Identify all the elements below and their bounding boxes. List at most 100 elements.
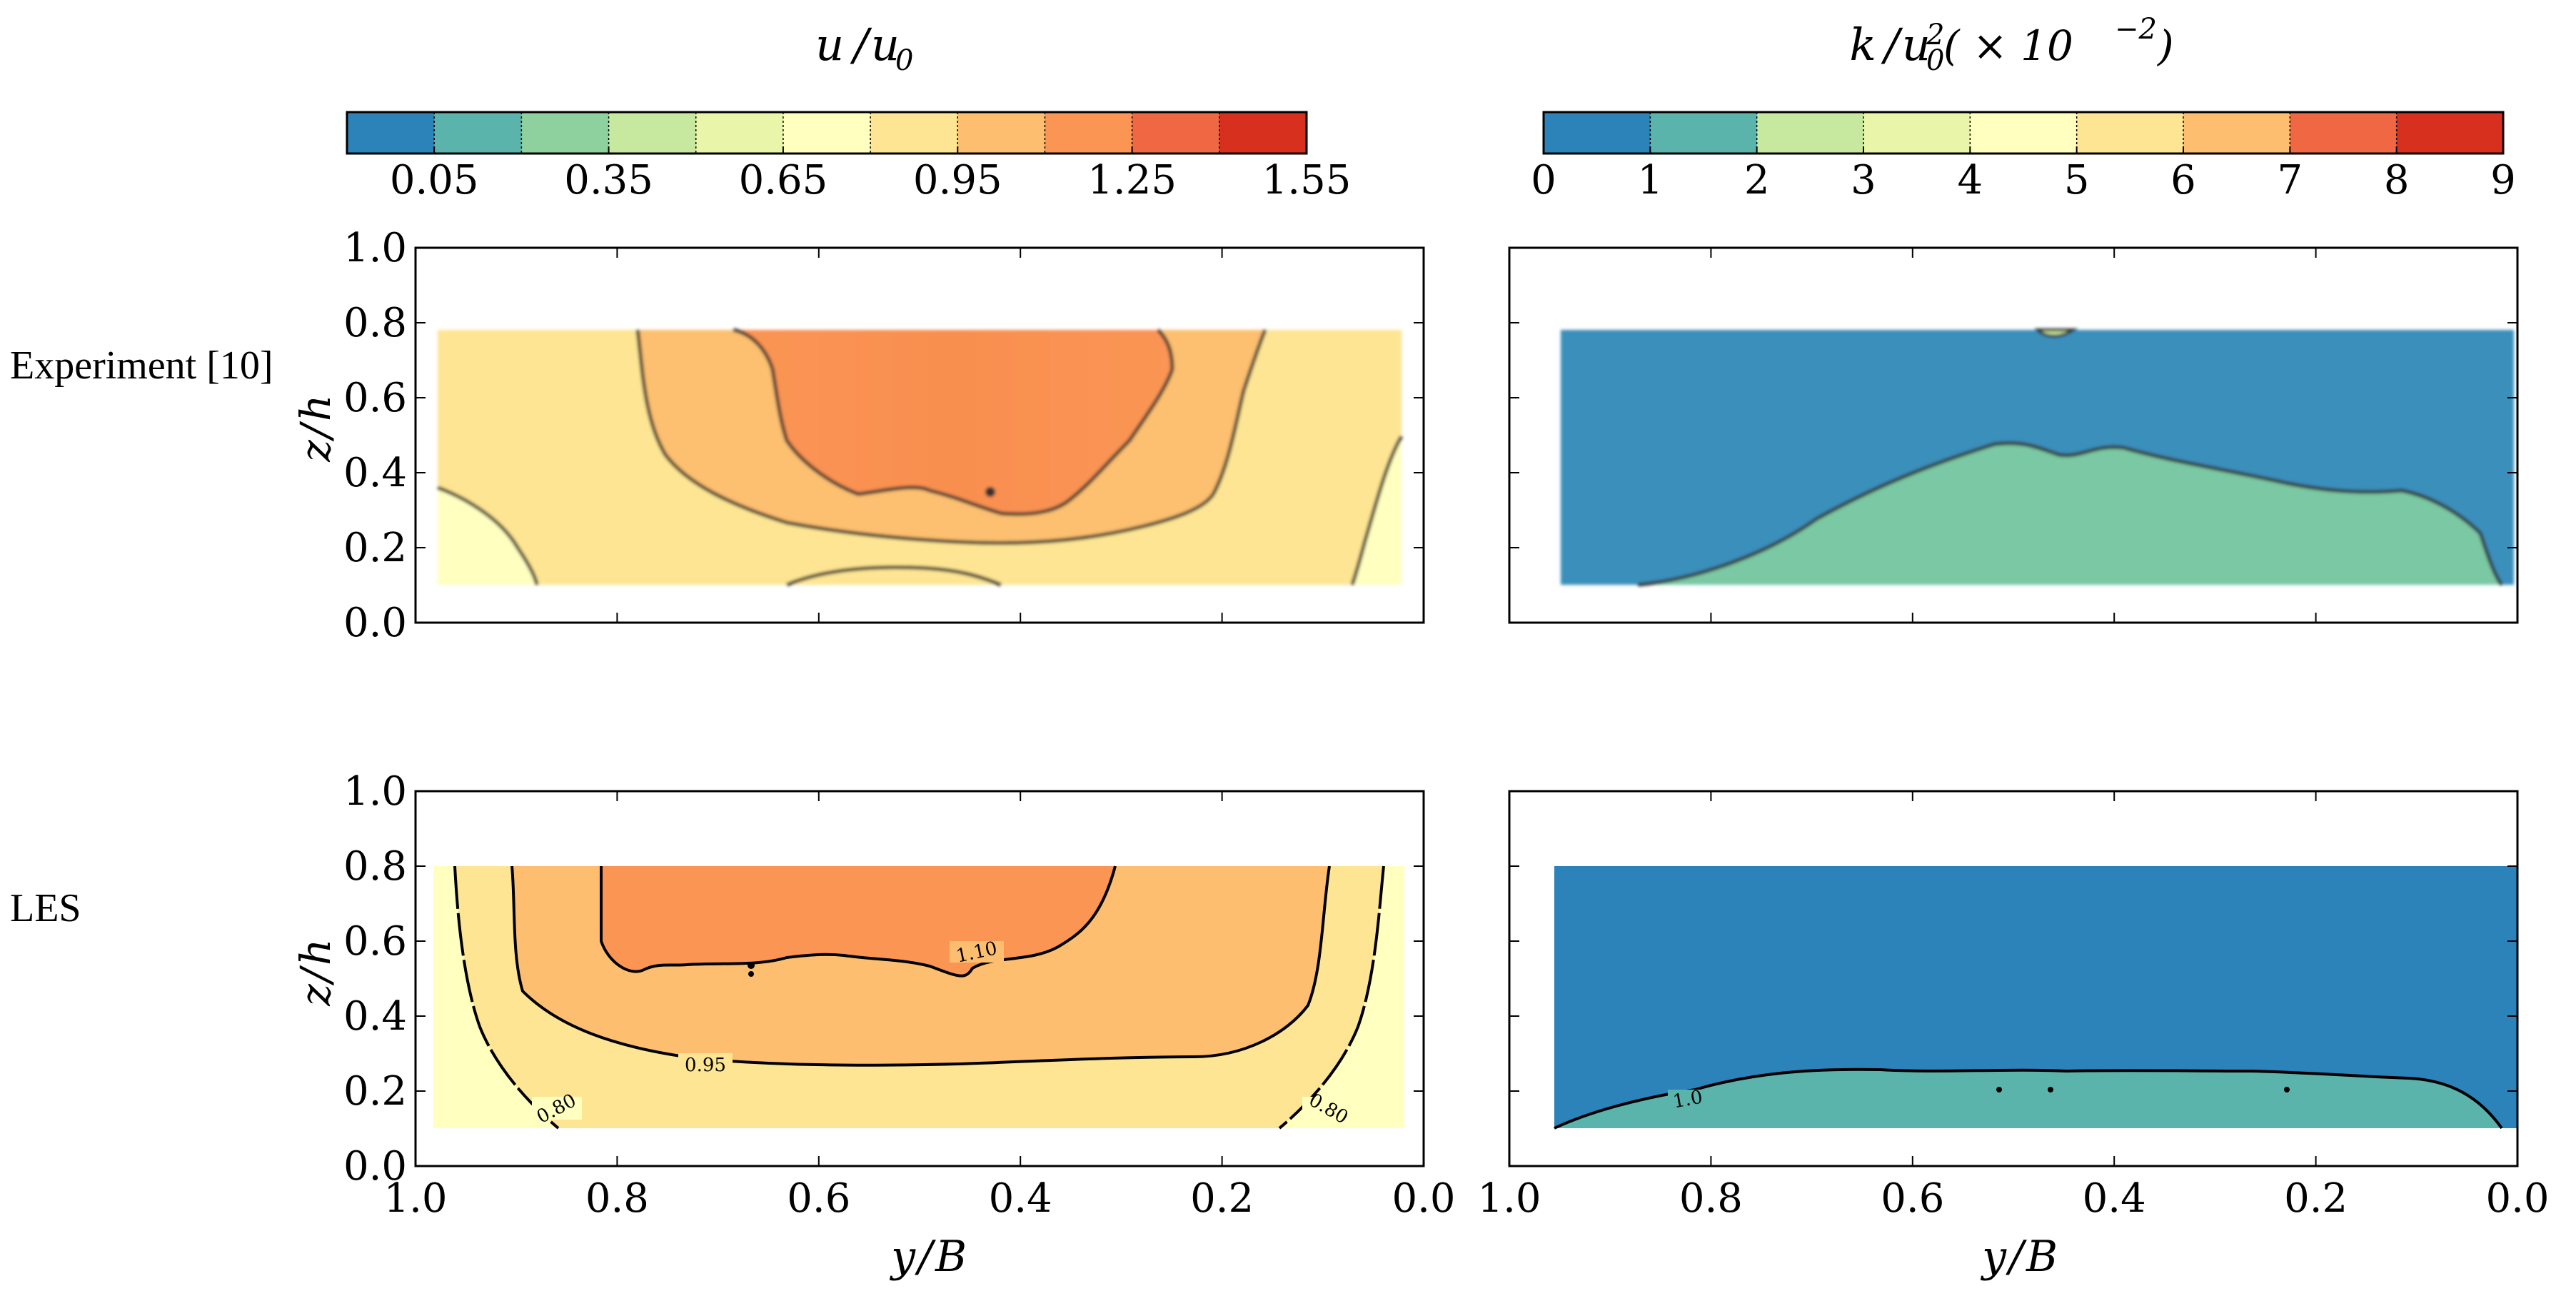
colorbar-k-segment-7 bbox=[2290, 112, 2398, 154]
svg-text:0: 0 bbox=[895, 44, 913, 77]
les-u-contour-dot-1 bbox=[748, 962, 755, 969]
les-k-fill-1-2 bbox=[1554, 1069, 2502, 1128]
colorbar-u-tick-label-1: 0.35 bbox=[564, 157, 653, 204]
les-u-ytick-label-3: 0.6 bbox=[343, 918, 407, 965]
experiment-u-contour-1.10 bbox=[733, 328, 1174, 516]
les-u-contour-0.95 bbox=[510, 865, 1331, 1067]
svg-text:B: B bbox=[2026, 1232, 2058, 1282]
experiment-u-ytick-label-3: 0.6 bbox=[343, 375, 407, 421]
svg-text:): ) bbox=[2156, 21, 2174, 70]
colorbar-u-segment-9 bbox=[1132, 112, 1220, 154]
colorbar-k-segment-2 bbox=[1756, 112, 1864, 154]
experiment-u-ytick-label-1: 0.2 bbox=[343, 525, 407, 571]
svg-text:( × 10: ( × 10 bbox=[1943, 21, 2073, 70]
colorbar-u-segment-1 bbox=[434, 112, 522, 154]
colorbar-u-segment-3 bbox=[608, 112, 697, 154]
colorbar-k-segment-4 bbox=[1970, 112, 2078, 154]
les-k-contour-1.0 bbox=[1554, 1068, 2503, 1130]
les-k-xtick-label-4: 0.2 bbox=[2284, 1175, 2348, 1222]
les-u-fill-0.65-left bbox=[433, 866, 558, 1128]
svg-text:u: u bbox=[871, 19, 900, 71]
experiment-u-contour-0.80-right bbox=[1350, 435, 1404, 586]
les-k-xtick-label-0: 1.0 bbox=[1477, 1175, 1541, 1222]
panel-les-k: 1.0 bbox=[1508, 790, 2519, 1167]
colorbar-k-tick-label-9: 9 bbox=[2490, 157, 2516, 204]
les-u-xtick-label-5: 0.0 bbox=[1392, 1175, 1455, 1222]
svg-text:B: B bbox=[935, 1232, 967, 1282]
svg-text:2: 2 bbox=[1926, 19, 1944, 51]
colorbar-u-segment-6 bbox=[870, 112, 958, 154]
les-k-xtick-label-1: 0.8 bbox=[1679, 1175, 1743, 1222]
les-u-field: 0.80 0.80 0.95 1.10 bbox=[433, 865, 1404, 1130]
colorbar-k-segment-1 bbox=[1650, 112, 1758, 154]
experiment-u-ytick-label-0: 0.0 bbox=[343, 600, 407, 646]
colorbar-u-segment-0 bbox=[347, 112, 435, 154]
experiment-u-fill-0.65-left bbox=[438, 488, 537, 585]
les-u-xtick-label-0: 1.0 bbox=[383, 1175, 447, 1222]
les-u-ytick-label-2: 0.4 bbox=[343, 993, 407, 1040]
experiment-u-contour-dot bbox=[985, 487, 995, 497]
svg-text:/: / bbox=[291, 965, 340, 986]
colorbar-k-tick-label-1: 1 bbox=[1638, 157, 1664, 204]
les-u-ytick-label-1: 0.2 bbox=[343, 1068, 407, 1115]
les-u-ytick-label-4: 0.8 bbox=[343, 843, 407, 890]
les-k-contour-dot-1 bbox=[1996, 1087, 2002, 1092]
les-u-frame bbox=[414, 790, 1425, 1167]
colorbar-u-tick-label-3: 0.95 bbox=[913, 157, 1002, 204]
experiment-k-field bbox=[1561, 328, 2514, 587]
colorbar-k-tick-label-7: 7 bbox=[2278, 157, 2303, 204]
svg-text:k: k bbox=[1849, 19, 1876, 71]
svg-text:h: h bbox=[291, 939, 340, 965]
colorbar-k-tick-label-3: 3 bbox=[1851, 157, 1876, 204]
les-k-xtick-label-5: 0.0 bbox=[2485, 1175, 2549, 1222]
colorbar-u-tick-label-5: 1.55 bbox=[1262, 157, 1352, 204]
colorbar-k-tick-label-4: 4 bbox=[1958, 157, 1983, 204]
ylabel-experiment: z / h bbox=[291, 395, 340, 463]
svg-text:/: / bbox=[2006, 1232, 2028, 1282]
colorbar-u-segment-8 bbox=[1045, 112, 1133, 154]
les-u-label-bg-1.10 bbox=[950, 941, 1004, 963]
les-u-xtick-label-1: 0.8 bbox=[585, 1175, 649, 1222]
les-u-label-0.95: 0.95 bbox=[685, 1055, 726, 1076]
experiment-u-fill-1.10 bbox=[733, 330, 1172, 515]
experiment-k-frame bbox=[1508, 246, 2519, 624]
les-u-label-bg-0.80-right bbox=[1302, 1097, 1352, 1120]
xlabel-les-k: y / B bbox=[1980, 1232, 2058, 1282]
colorbar-k-tick-label-0: 0 bbox=[1531, 157, 1556, 204]
panel-experiment-k bbox=[1508, 246, 2519, 624]
colorbar-k-tick-label-8: 8 bbox=[2384, 157, 2410, 204]
les-u-contour-0.80-left bbox=[453, 865, 560, 1130]
les-k-frame bbox=[1508, 790, 2519, 1167]
panel-experiment-u bbox=[414, 246, 1425, 624]
les-u-label-bg-0.95 bbox=[678, 1053, 733, 1076]
experiment-u-frame bbox=[414, 246, 1425, 624]
svg-text:u: u bbox=[1902, 19, 1931, 71]
les-k-xtick-label-3: 0.4 bbox=[2083, 1175, 2146, 1222]
les-u-contour-dot-2 bbox=[748, 971, 754, 977]
les-k-label-1.0: 1.0 bbox=[1671, 1087, 1704, 1113]
colorbar-u-segment-7 bbox=[957, 112, 1046, 154]
svg-text:y: y bbox=[889, 1232, 916, 1282]
svg-text:0: 0 bbox=[1926, 44, 1944, 77]
k-colorbar-title: k / u 2 0 ( × 10 −2 ) bbox=[1849, 13, 2173, 77]
experiment-k-fill-cap bbox=[2034, 328, 2078, 338]
row-label-experiment: Experiment [10] bbox=[10, 343, 273, 388]
u-colorbar: 0.05 0.35 0.65 0.95 1.25 1.55 bbox=[346, 111, 1352, 204]
svg-text:z: z bbox=[291, 440, 340, 463]
les-u-contour-0.80-right bbox=[1278, 865, 1385, 1130]
les-k-contour-dot-3 bbox=[2284, 1087, 2290, 1092]
les-u-xtick-label-3: 0.4 bbox=[989, 1175, 1052, 1222]
les-u-ytick-label-5: 1.0 bbox=[343, 768, 407, 815]
colorbar-u-segment-5 bbox=[783, 112, 871, 154]
experiment-k-fill-1-2 bbox=[1638, 443, 2502, 585]
les-k-label-bg-1.0 bbox=[1668, 1090, 1708, 1108]
colorbar-k-segment-3 bbox=[1863, 112, 1971, 154]
xlabel-les-u: y / B bbox=[889, 1232, 967, 1282]
svg-text:y: y bbox=[1980, 1232, 2007, 1282]
row-label-les: LES bbox=[10, 886, 81, 930]
colorbar-k-segment-0 bbox=[1544, 112, 1651, 154]
svg-text:/: / bbox=[850, 19, 872, 71]
experiment-k-contour-1.0 bbox=[1637, 441, 2504, 587]
colorbar-u-segment-2 bbox=[521, 112, 610, 154]
